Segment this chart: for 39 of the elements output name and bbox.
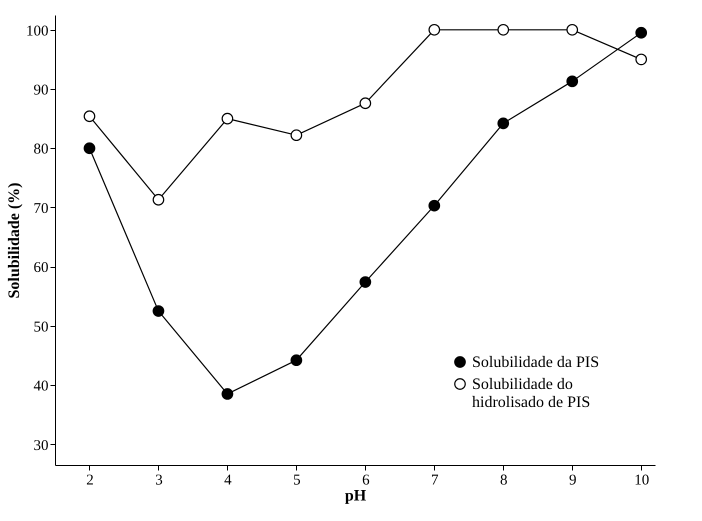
legend-label: Solubilidade do hidrolisado de PIS — [472, 376, 590, 411]
point — [360, 276, 372, 288]
y-tick-label: 40 — [34, 378, 48, 395]
y-tick-label: 90 — [34, 82, 48, 99]
point — [497, 24, 510, 36]
point — [84, 110, 96, 122]
point — [497, 118, 510, 130]
point — [84, 142, 96, 154]
point — [428, 24, 440, 36]
x-tick-label: 6 — [362, 472, 370, 488]
point — [360, 97, 372, 110]
point — [635, 26, 648, 39]
point — [566, 24, 578, 36]
legend-label: Solubilidade da PIS — [472, 354, 600, 371]
x-tick-label: 2 — [86, 472, 94, 488]
point — [428, 200, 440, 212]
point — [152, 305, 164, 317]
x-tick-label: 3 — [155, 472, 163, 488]
x-tick-label: 10 — [634, 472, 650, 488]
x-tick-label: 5 — [293, 472, 301, 488]
y-tick-label: 80 — [34, 142, 48, 158]
point — [635, 54, 648, 66]
y-tick-label: 100 — [26, 23, 48, 40]
x-tick-label: 9 — [568, 472, 576, 488]
point — [290, 129, 302, 142]
y-tick-label: 70 — [34, 200, 48, 217]
x-axis-title: pH — [344, 488, 367, 504]
y-tick-label: 30 — [34, 438, 48, 454]
y-tick-label: 60 — [34, 260, 48, 276]
point — [152, 194, 164, 206]
point — [566, 75, 578, 88]
point — [290, 354, 302, 366]
point — [222, 112, 234, 124]
point — [222, 388, 234, 400]
x-tick-label: 8 — [500, 472, 508, 488]
x-tick-label: 7 — [431, 472, 440, 488]
x-tick-label: 4 — [224, 472, 232, 488]
y-tick-label: 50 — [34, 319, 48, 336]
y-axis-title: Solubilidade (%) — [6, 182, 23, 299]
